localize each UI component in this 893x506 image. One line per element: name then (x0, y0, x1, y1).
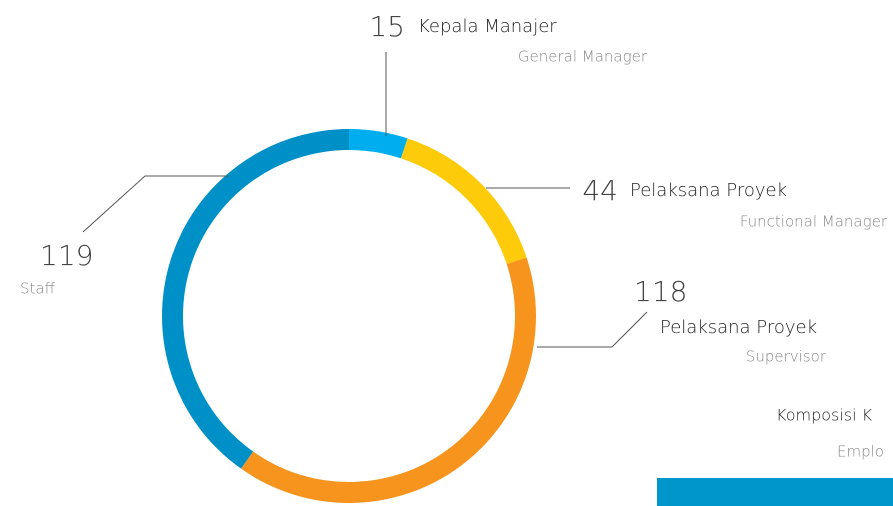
value-label: 119 (40, 239, 93, 272)
panel-title: Komposisi K (776, 406, 873, 425)
value-label: 15 (369, 10, 405, 43)
donut-segment (241, 257, 536, 504)
donut-segment (162, 129, 349, 469)
panel-subtitle: Emplo (837, 443, 884, 461)
subcategory-label: Functional Manager (740, 213, 888, 231)
panel-box (657, 478, 893, 506)
leader-line (82, 175, 228, 233)
category-label: Pelaksana Proyek (630, 180, 787, 201)
value-label: 118 (634, 275, 687, 308)
donut-segment (400, 138, 527, 265)
category-label: Staff (20, 280, 56, 298)
subcategory-label: Supervisor (746, 348, 827, 366)
leader-line (537, 311, 648, 348)
value-label: 44 (582, 174, 618, 207)
category-label: Kepala Manajer (418, 16, 557, 37)
subcategory-label: General Manager (518, 48, 648, 66)
donut-segment (349, 129, 408, 159)
category-label: Pelaksana Proyek (660, 317, 817, 338)
